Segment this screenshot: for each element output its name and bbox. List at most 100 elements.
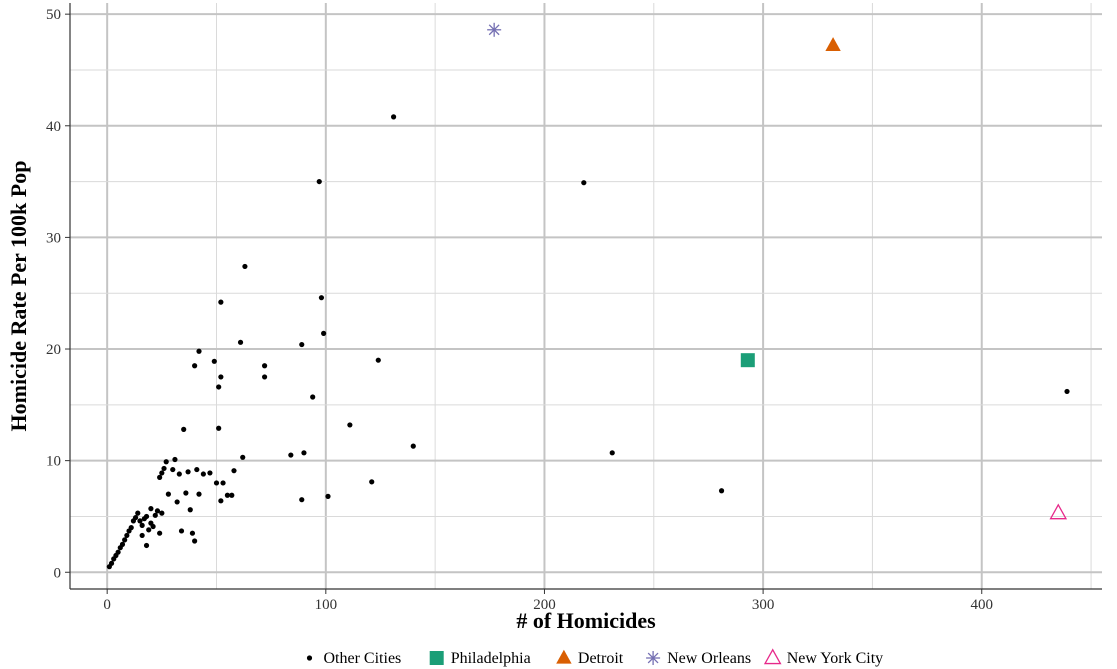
point-other-cities xyxy=(218,299,224,305)
point-other-cities xyxy=(159,510,165,516)
legend-key-new-orleans xyxy=(646,651,661,665)
point-other-cities xyxy=(174,499,180,505)
y-axis-ticks: 0 10 20 30 40 50 xyxy=(46,7,70,581)
legend-item-detroit: Detroit xyxy=(556,649,624,667)
point-other-cities xyxy=(165,491,171,497)
y-tick-label: 10 xyxy=(46,454,61,470)
point-other-cities xyxy=(261,374,268,380)
point-other-cities xyxy=(718,488,725,494)
point-other-cities xyxy=(157,530,163,536)
point-other-cities xyxy=(299,497,305,503)
point-other-cities xyxy=(321,330,327,336)
point-other-cities xyxy=(148,506,154,512)
point-other-cities xyxy=(310,394,316,400)
point-other-cities xyxy=(216,384,222,390)
point-other-cities xyxy=(218,374,224,380)
point-other-cities xyxy=(181,426,187,432)
point-other-cities xyxy=(159,470,165,476)
point-other-cities xyxy=(161,465,167,472)
point-other-cities xyxy=(207,470,213,476)
legend-label-detroit: Detroit xyxy=(578,650,624,667)
point-philadelphia xyxy=(740,353,755,368)
x-tick-label: 300 xyxy=(752,597,775,613)
legend-label-new-orleans: New Orleans xyxy=(667,650,751,667)
point-other-cities xyxy=(229,492,235,498)
point-other-cities xyxy=(137,518,143,524)
grid-lines xyxy=(70,3,1102,589)
x-tick-label: 200 xyxy=(533,597,556,613)
point-other-cities xyxy=(143,513,150,520)
point-other-cities xyxy=(581,180,587,186)
legend-item-philadelphia: Philadelphia xyxy=(429,650,531,667)
point-other-cities xyxy=(108,560,115,566)
y-tick-label: 0 xyxy=(54,565,62,581)
legend-label-other-cities: Other Cities xyxy=(324,650,402,667)
x-tick-label: 100 xyxy=(315,597,338,613)
point-other-cities xyxy=(375,357,381,363)
point-other-cities xyxy=(301,450,307,456)
point-other-cities xyxy=(196,348,202,354)
point-other-cities xyxy=(237,339,244,345)
point-other-cities xyxy=(154,508,161,514)
point-other-cities xyxy=(115,549,121,555)
point-other-cities xyxy=(143,542,150,549)
point-other-cities xyxy=(216,425,222,431)
point-other-cities xyxy=(211,358,217,364)
point-other-cities xyxy=(170,466,176,473)
point-other-cities xyxy=(139,522,145,528)
point-other-cities xyxy=(609,450,615,456)
point-other-cities xyxy=(172,456,178,463)
x-axis-ticks: 0 100 200 300 400 xyxy=(103,589,993,613)
point-other-cities xyxy=(288,452,294,458)
point-other-cities xyxy=(1064,388,1070,395)
point-detroit xyxy=(825,37,841,52)
point-other-cities xyxy=(119,541,126,547)
y-axis-title: Homicide Rate Per 100k Pop xyxy=(6,161,31,432)
point-other-cities xyxy=(128,525,134,531)
point-new-york-city xyxy=(1049,503,1068,520)
y-tick-label: 30 xyxy=(46,230,61,246)
point-new-orleans xyxy=(487,22,502,37)
point-other-cities xyxy=(152,512,158,518)
legend-label-philadelphia: Philadelphia xyxy=(451,650,531,667)
legend-item-new-orleans: New Orleans xyxy=(646,650,751,667)
point-other-cities xyxy=(178,528,185,534)
point-other-cities xyxy=(325,493,331,499)
y-tick-label: 20 xyxy=(46,342,61,358)
point-other-cities xyxy=(299,341,305,348)
point-other-cities xyxy=(192,363,198,369)
point-other-cities xyxy=(122,537,128,543)
point-other-cities xyxy=(220,480,226,486)
point-other-cities xyxy=(176,471,182,477)
legend-item-other-cities: Other Cities xyxy=(306,650,402,667)
y-tick-label: 50 xyxy=(46,7,61,23)
point-other-cities xyxy=(124,532,130,539)
point-other-cities xyxy=(347,422,353,428)
point-other-cities xyxy=(369,479,375,485)
x-tick-label: 400 xyxy=(970,597,993,613)
legend-key-other-cities xyxy=(306,655,313,661)
point-other-cities xyxy=(194,466,200,473)
legend-key-new-york-city xyxy=(763,648,782,665)
point-other-cities xyxy=(132,514,139,521)
point-other-cities xyxy=(242,263,248,270)
point-other-cities xyxy=(224,492,231,498)
point-other-cities xyxy=(139,532,145,539)
point-other-cities xyxy=(192,538,198,544)
point-other-cities xyxy=(146,527,152,533)
point-other-cities xyxy=(185,469,191,475)
point-other-cities xyxy=(261,363,268,369)
point-other-cities xyxy=(316,178,322,185)
point-other-cities xyxy=(410,443,416,449)
legend: Other Cities Philadelphia Detroit New Orlea… xyxy=(306,648,883,667)
legend-key-detroit xyxy=(556,649,572,664)
point-other-cities xyxy=(196,491,202,497)
point-other-cities xyxy=(390,114,397,120)
point-other-cities xyxy=(135,510,141,516)
point-other-cities xyxy=(163,459,169,465)
x-axis-title: # of Homicides xyxy=(516,608,656,633)
point-other-cities xyxy=(213,480,220,486)
point-other-cities xyxy=(318,295,325,301)
point-other-cities xyxy=(200,471,206,477)
legend-key-philadelphia xyxy=(429,651,444,665)
